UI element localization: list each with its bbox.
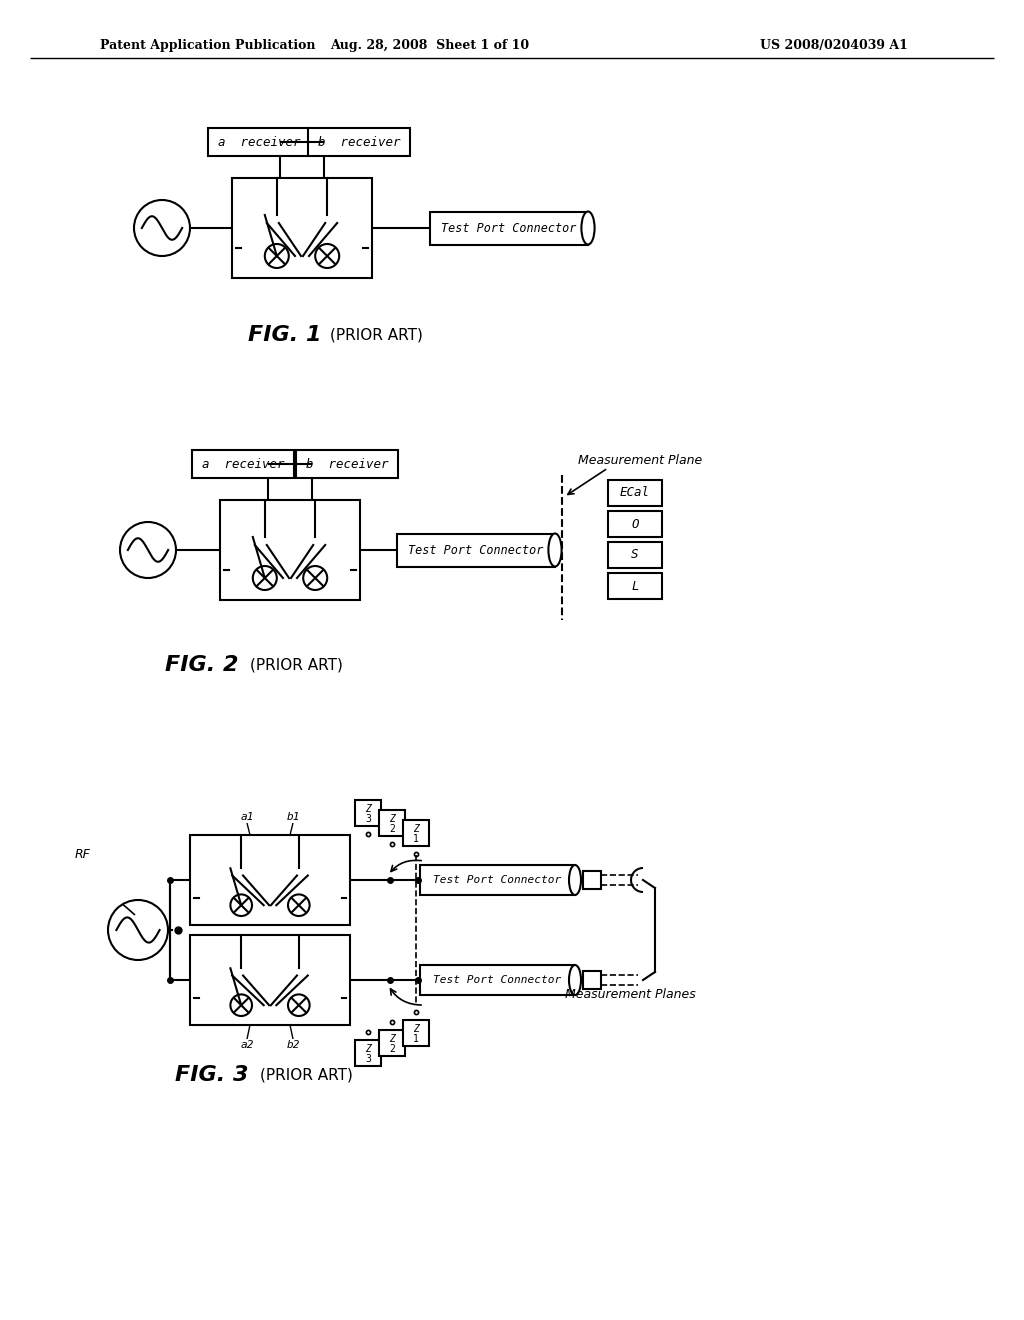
Text: Test Port Connector: Test Port Connector [433,875,561,884]
Circle shape [230,994,252,1016]
Circle shape [120,521,176,578]
Text: Z: Z [389,1034,395,1044]
Ellipse shape [582,211,595,244]
Circle shape [134,201,190,256]
Text: O: O [631,517,639,531]
Text: a1: a1 [241,812,254,822]
Text: Measurement Plane: Measurement Plane [578,454,702,466]
Circle shape [288,994,309,1016]
Bar [379,810,406,836]
Text: a  receiver: a receiver [202,458,285,470]
Bar [608,573,662,599]
Bar [190,935,350,1026]
Text: 3: 3 [366,1053,371,1064]
Text: b1: b1 [287,812,300,822]
Text: FIG. 2: FIG. 2 [165,655,239,675]
Bar [403,1020,429,1045]
Text: ECal: ECal [620,487,650,499]
Bar [608,543,662,568]
Text: b2: b2 [287,1040,300,1049]
Text: Z: Z [366,1044,371,1055]
Bar [403,820,429,846]
Circle shape [108,900,168,960]
Bar [190,836,350,925]
Bar [379,1030,406,1056]
Bar [608,480,662,506]
Text: a2: a2 [241,1040,254,1049]
Bar [397,533,555,566]
Bar [430,211,588,244]
Bar [355,1040,381,1067]
Ellipse shape [569,965,581,995]
Text: Aug. 28, 2008  Sheet 1 of 10: Aug. 28, 2008 Sheet 1 of 10 [331,38,529,51]
Text: 1: 1 [413,1034,419,1044]
Text: FIG. 3: FIG. 3 [175,1065,249,1085]
Text: S: S [631,549,639,561]
Circle shape [265,244,289,268]
Text: b  receiver: b receiver [306,458,388,470]
Text: 1: 1 [413,834,419,843]
Text: (PRIOR ART): (PRIOR ART) [250,657,343,672]
Text: Test Port Connector: Test Port Connector [409,544,544,557]
Circle shape [315,244,339,268]
Text: (PRIOR ART): (PRIOR ART) [260,1068,353,1082]
Text: L: L [631,579,639,593]
Text: RF: RF [75,849,91,862]
Text: US 2008/0204039 A1: US 2008/0204039 A1 [760,38,908,51]
Text: Z: Z [366,804,371,814]
Text: (PRIOR ART): (PRIOR ART) [330,327,423,342]
Text: Z: Z [389,814,395,824]
Bar [193,450,294,478]
Text: b  receiver: b receiver [317,136,400,149]
Text: Test Port Connector: Test Port Connector [433,975,561,985]
Circle shape [253,566,276,590]
Text: Z: Z [413,1024,419,1034]
Text: Patent Application Publication: Patent Application Publication [100,38,315,51]
Text: Test Port Connector: Test Port Connector [441,222,577,235]
Bar [308,128,410,156]
Bar [583,972,601,989]
Ellipse shape [549,533,561,566]
Bar [208,128,310,156]
Bar [420,965,575,995]
Text: FIG. 1: FIG. 1 [248,325,322,345]
Bar [583,871,601,888]
Bar [355,800,381,826]
Text: a  receiver: a receiver [218,136,300,149]
Bar [220,500,360,601]
Circle shape [303,566,328,590]
Text: Measurement Planes: Measurement Planes [565,989,695,1002]
Circle shape [288,895,309,916]
Bar [232,178,372,279]
Bar [420,865,575,895]
Text: Z: Z [413,824,419,834]
Ellipse shape [569,865,581,895]
Bar [608,511,662,537]
Text: 2: 2 [389,824,395,834]
Text: 3: 3 [366,813,371,824]
Bar [296,450,398,478]
Circle shape [230,895,252,916]
Text: 2: 2 [389,1044,395,1053]
